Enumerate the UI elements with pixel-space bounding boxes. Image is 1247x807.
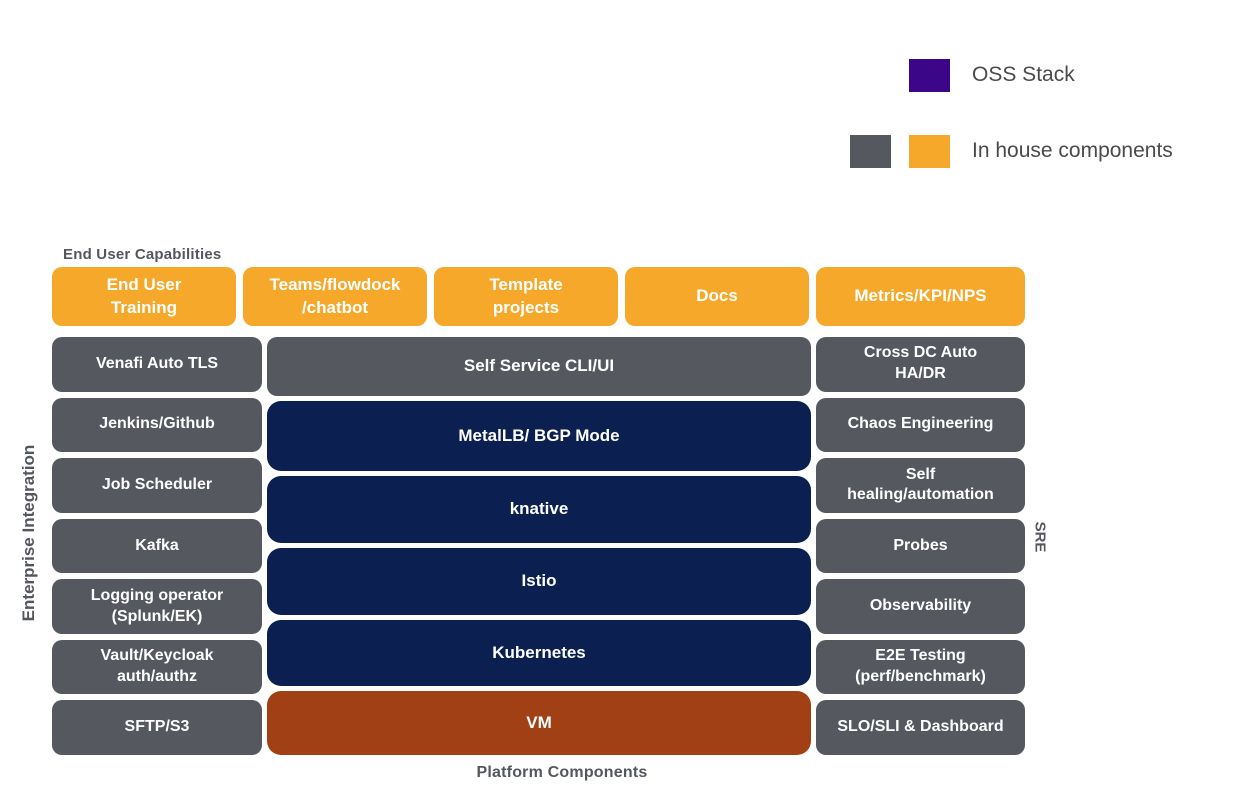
box-vm: VM xyxy=(267,691,811,755)
legend-item-oss: OSS Stack xyxy=(850,58,1173,92)
oss-stack-swatch xyxy=(909,58,950,92)
box-sftp-s3: SFTP/S3 xyxy=(52,700,262,756)
legend-label: In house components xyxy=(972,139,1173,162)
box-slo-sli-dashboard: SLO/SLI & Dashboard xyxy=(816,700,1025,756)
capability-box-end-user-training: End User Training xyxy=(52,267,236,326)
capability-box-template-projects: Template projects xyxy=(434,267,618,326)
inhouse-orange-swatch xyxy=(909,134,950,168)
box-kafka: Kafka xyxy=(52,518,262,574)
box-job-scheduler: Job Scheduler xyxy=(52,458,262,513)
legend-item-inhouse: In house components xyxy=(850,134,1173,168)
capability-box-docs: Docs xyxy=(625,267,809,326)
platform-components-heading: Platform Components xyxy=(476,764,648,781)
box-jenkins-github: Jenkins/Github xyxy=(52,397,262,453)
box-kubernetes: Kubernetes xyxy=(267,620,811,686)
box-metallb-bgp-mode: MetalLB/ BGP Mode xyxy=(267,401,811,471)
capability-box-teams-flowdock-chatbot: Teams/flowdock /chatbot xyxy=(243,267,427,326)
box-knative: knative xyxy=(267,476,811,543)
sre-column: Cross DC Auto HA/DR Chaos Engineering Se… xyxy=(816,337,1025,756)
inhouse-gray-swatch xyxy=(850,134,891,168)
box-probes: Probes xyxy=(816,518,1025,574)
box-venafi-auto-tls: Venafi Auto TLS xyxy=(52,337,262,392)
box-cross-dc-auto-ha-dr: Cross DC Auto HA/DR xyxy=(816,337,1025,392)
platform-components-column: Self Service CLI/UI MetalLB/ BGP Mode kn… xyxy=(267,337,811,755)
sre-axis-label: SRE xyxy=(1031,521,1049,553)
end-user-capabilities-row: End User Training Teams/flowdock /chatbo… xyxy=(52,267,1025,326)
box-istio: Istio xyxy=(267,548,811,615)
box-e2e-testing: E2E Testing (perf/benchmark) xyxy=(816,639,1025,695)
box-logging-operator: Logging operator (Splunk/EK) xyxy=(52,579,262,634)
end-user-capabilities-heading: End User Capabilities xyxy=(63,246,222,263)
legend-label: OSS Stack xyxy=(972,63,1075,86)
legend: OSS Stack In house components xyxy=(850,58,1173,168)
platform-grid: Venafi Auto TLS Jenkins/Github Job Sched… xyxy=(52,337,1025,756)
box-vault-keycloak: Vault/Keycloak auth/authz xyxy=(52,639,262,695)
box-chaos-engineering: Chaos Engineering xyxy=(816,397,1025,453)
box-self-service-cli-ui: Self Service CLI/UI xyxy=(267,337,811,396)
enterprise-integration-column: Venafi Auto TLS Jenkins/Github Job Sched… xyxy=(52,337,262,756)
capability-box-metrics-kpi-nps: Metrics/KPI/NPS xyxy=(816,267,1025,326)
box-self-healing-automation: Self healing/automation xyxy=(816,458,1025,513)
box-observability: Observability xyxy=(816,579,1025,634)
enterprise-integration-axis-label: Enterprise Integration xyxy=(19,444,38,622)
